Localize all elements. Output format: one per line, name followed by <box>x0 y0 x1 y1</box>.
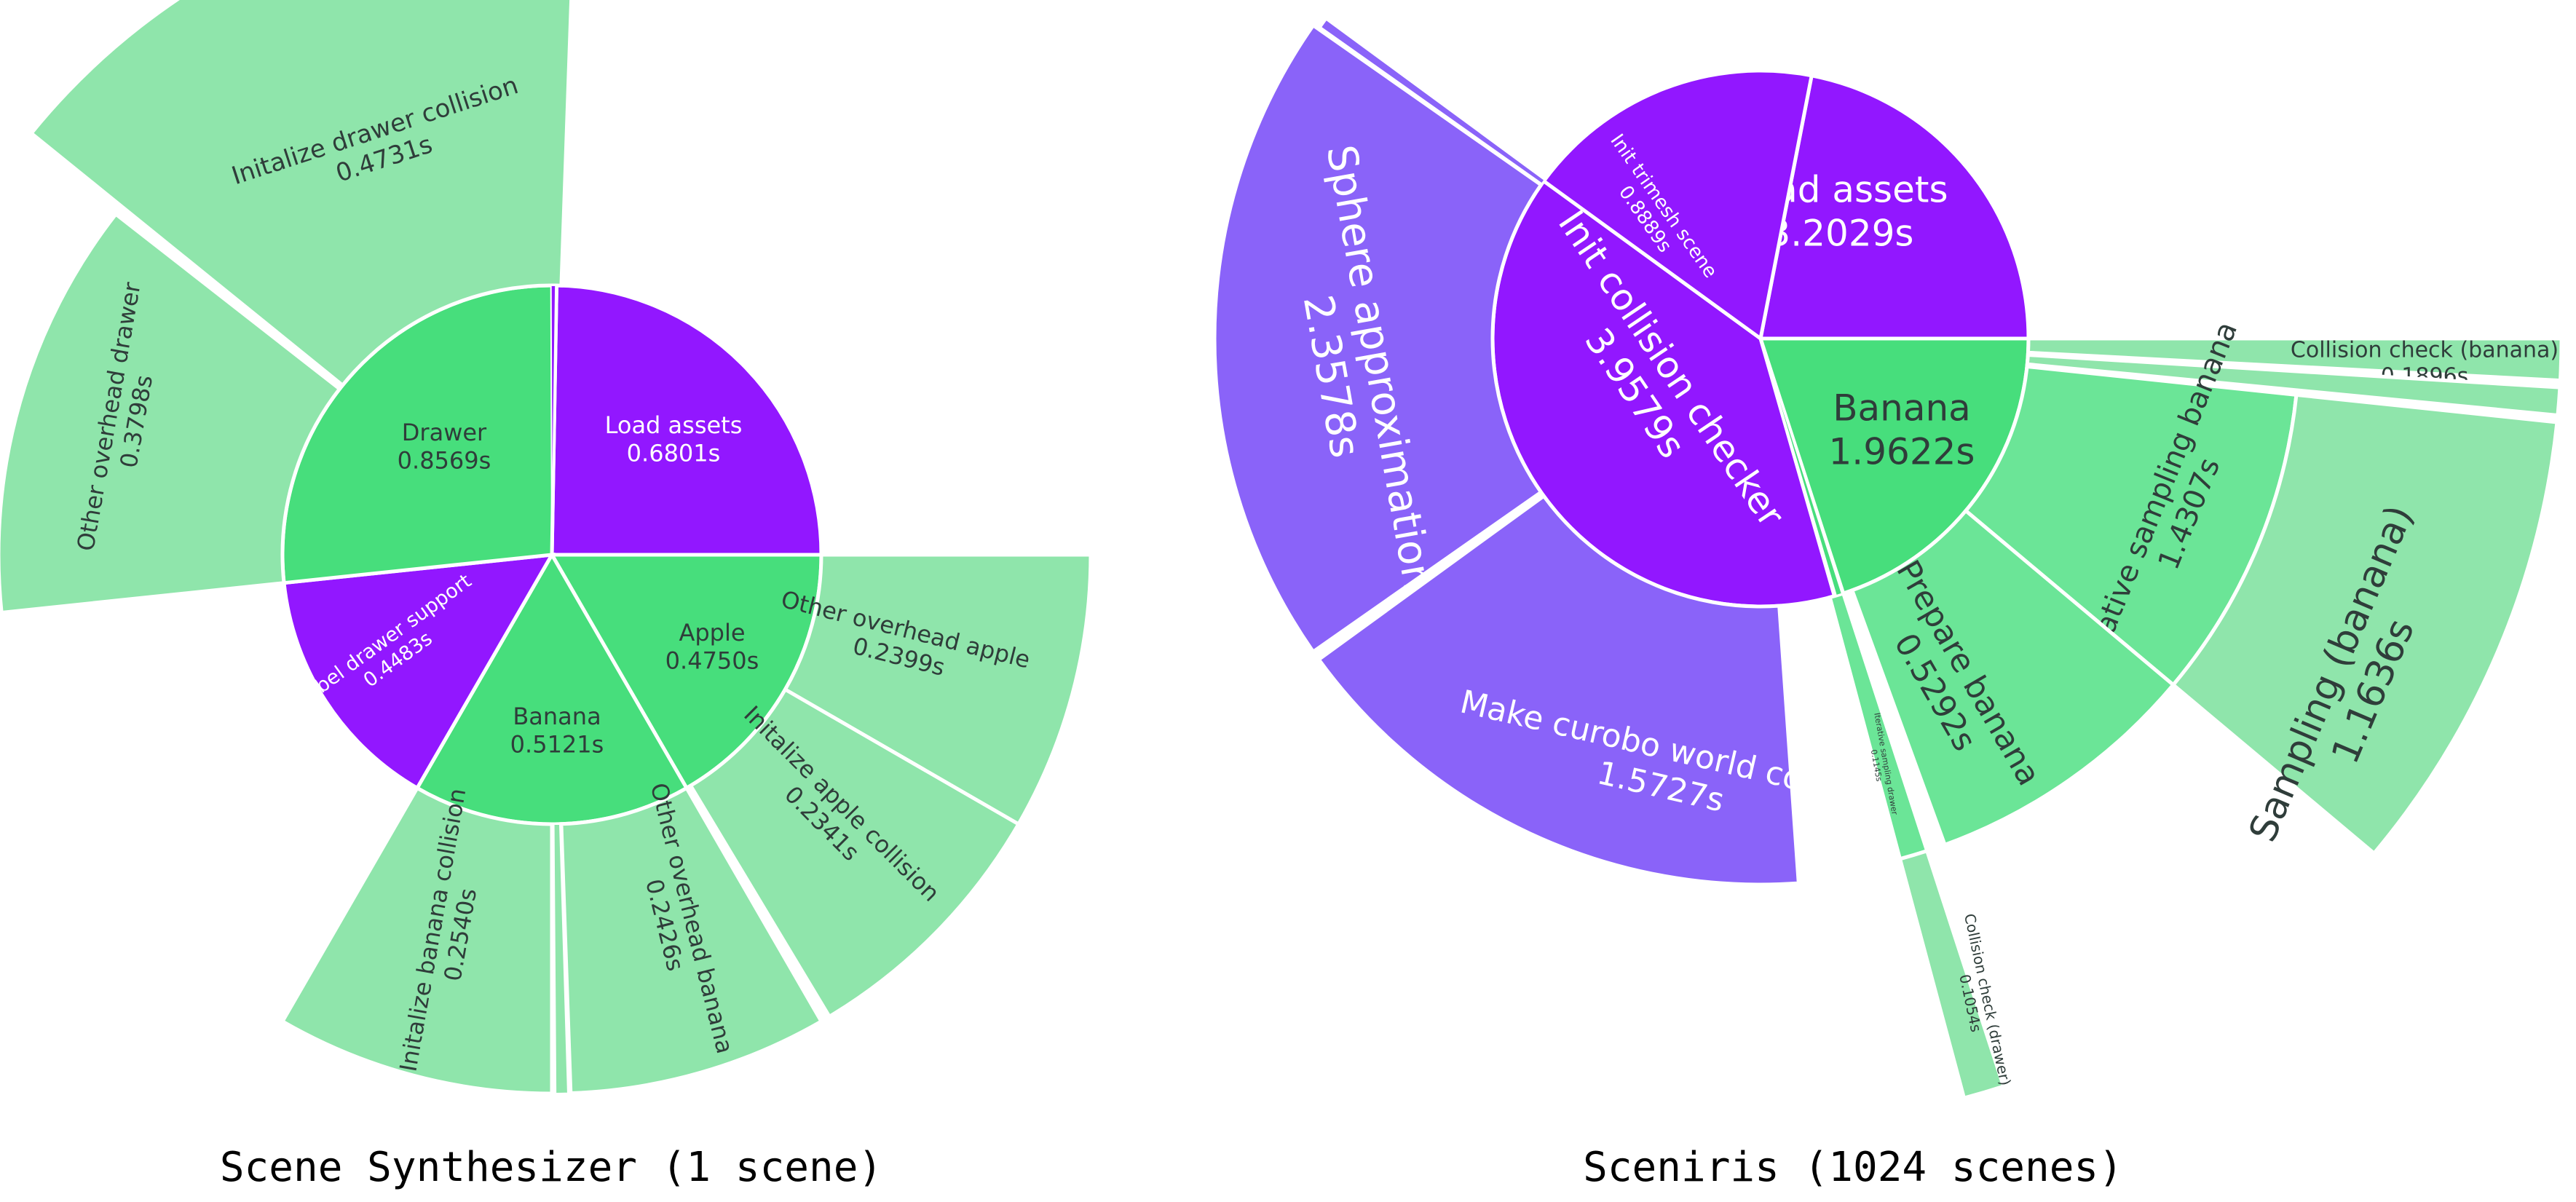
sc-load-assets-value: 3.2029s <box>1767 213 1913 255</box>
ss-drawer-label: Drawer 0.8569s <box>398 419 491 474</box>
ss-minor-sliver-segment[interactable] <box>550 284 557 555</box>
ss-banana-label: Banana 0.5121s <box>510 703 604 758</box>
ss-banana-minor-sliver-segment[interactable] <box>553 823 569 1094</box>
ss-apple-name: Apple <box>679 619 745 647</box>
ss-drawer-value: 0.8569s <box>398 447 491 475</box>
scene-synthesizer-sunburst: Load assets 0.6801s Apple 0.4750s Banana 0.51… <box>0 0 1093 1096</box>
ss-load-assets-segment[interactable] <box>550 283 823 557</box>
sceniris-caption: Sceniris (1024 scenes) <box>1583 1144 2123 1191</box>
ss-load-assets-label: Load assets 0.6801s <box>605 411 743 467</box>
ss-drawer-name: Drawer <box>402 419 487 446</box>
ss-init-apple-collision-segment[interactable] <box>688 687 1022 1019</box>
scene-synthesizer-caption: Scene Synthesizer (1 scene) <box>220 1144 882 1191</box>
ss-other-overhead-apple-segment[interactable] <box>783 553 1093 827</box>
ss-apple-value: 0.4750s <box>665 647 759 675</box>
ss-other-overhead-drawer-segment[interactable] <box>0 211 342 615</box>
sc-load-assets-label: Load assets 3.2029s <box>1734 169 1948 255</box>
ss-init-drawer-collision-segment[interactable] <box>28 0 575 388</box>
sc-prepare-banana-segment[interactable] <box>1849 508 2176 847</box>
ss-banana-name: Banana <box>513 703 601 730</box>
sc-banana-name: Banana <box>1833 387 1971 430</box>
ss-apple-label: Apple 0.4750s <box>665 619 759 674</box>
sc-collision-check-banana-name: Collision check (banana) <box>2291 338 2559 363</box>
sc-sphere-approximation-segment[interactable] <box>1212 23 1544 655</box>
sc-init-trimesh-scene-segment[interactable] <box>1541 68 1814 342</box>
sc-collision-check-banana-segment[interactable] <box>2026 336 2564 383</box>
sc-init-collision-minor-sliver-segment[interactable] <box>1319 18 1546 185</box>
sc-banana-label: Banana 1.9622s <box>1828 387 1975 473</box>
sc-load-assets-segment[interactable] <box>1758 73 2031 341</box>
ss-banana-value: 0.5121s <box>510 731 604 759</box>
sc-world-transform-banana-segment[interactable] <box>2025 352 2562 418</box>
ss-load-assets-name: Load assets <box>605 411 743 439</box>
ss-other-overhead-banana-segment[interactable] <box>559 786 824 1096</box>
sc-sampling-banana-segment[interactable] <box>2170 392 2559 856</box>
sc-make-curobo-world-configs-segment[interactable] <box>1316 493 1801 887</box>
sc-banana-value: 1.9622s <box>1828 431 1975 473</box>
sc-collision-check-drawer-segment[interactable] <box>1897 848 2006 1101</box>
ss-load-assets-value: 0.6801s <box>627 440 721 467</box>
ss-label-drawer-support-segment[interactable] <box>282 553 556 791</box>
ss-init-banana-collision-segment[interactable] <box>280 786 554 1096</box>
sc-drawer-minor-sliver-segment[interactable] <box>1760 338 1844 597</box>
